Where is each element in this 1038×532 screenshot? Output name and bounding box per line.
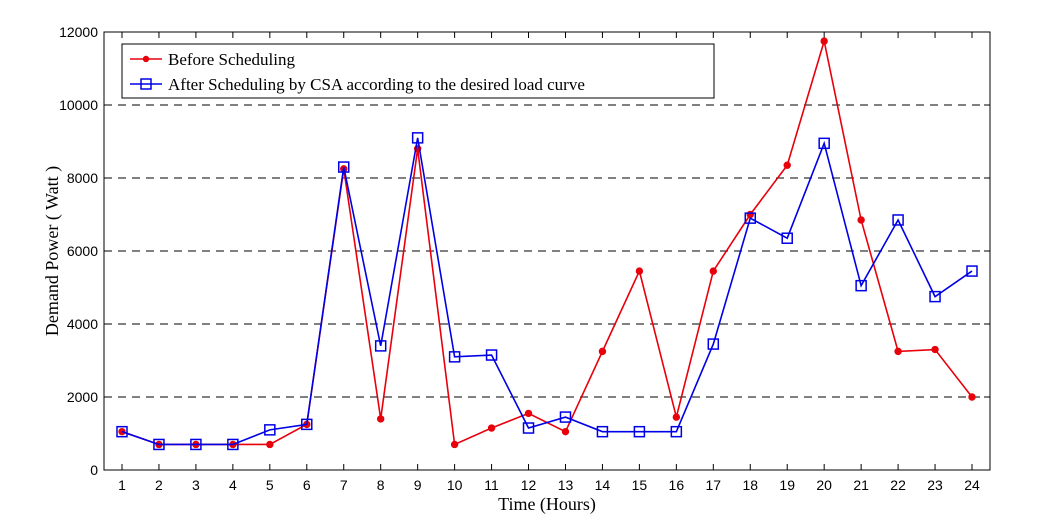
x-tick-label: 16	[669, 477, 685, 493]
data-point	[820, 37, 828, 45]
legend-marker	[142, 55, 150, 63]
data-point	[598, 347, 607, 356]
data-point	[524, 409, 533, 418]
series-lines	[116, 37, 978, 451]
y-tick-label: 8000	[67, 170, 98, 186]
x-tick-label: 4	[229, 477, 237, 493]
data-point	[337, 161, 350, 173]
data-point	[227, 438, 239, 451]
series-1	[118, 37, 976, 449]
data-point	[522, 422, 535, 434]
legend-items: Before Scheduling After Scheduling by CSA…	[130, 50, 585, 94]
data-point	[818, 137, 830, 150]
x-axis-title: Time (Hours)	[498, 494, 596, 515]
data-point	[966, 265, 978, 277]
x-tick-label: 7	[340, 477, 348, 493]
x-tick-label: 15	[632, 477, 648, 493]
x-tick-label: 10	[447, 477, 463, 493]
x-tick-label: 20	[816, 477, 832, 493]
x-tick-label: 18	[742, 477, 758, 493]
data-point	[561, 427, 570, 436]
series-line	[121, 137, 973, 446]
x-tick-label: 6	[303, 477, 311, 493]
data-point	[672, 413, 681, 421]
data-point	[411, 132, 424, 144]
data-point	[448, 351, 461, 363]
data-point	[301, 418, 313, 431]
data-point	[633, 425, 646, 438]
x-tick-label: 3	[192, 477, 200, 493]
x-tick-label: 9	[414, 477, 422, 493]
data-point	[116, 425, 128, 438]
data-point	[596, 425, 609, 438]
x-tick-label: 14	[595, 477, 611, 493]
x-tick-label: 2	[155, 477, 163, 493]
data-point	[783, 161, 791, 169]
data-point	[744, 212, 757, 224]
y-tick-label: 4000	[67, 316, 98, 332]
data-point	[153, 438, 165, 451]
x-tick-label: 13	[558, 477, 574, 493]
data-point	[374, 340, 387, 352]
y-axis-title: Demand Power ( Watt )	[42, 166, 63, 336]
data-point	[709, 267, 718, 275]
series-line	[121, 40, 973, 446]
data-point	[894, 347, 902, 356]
legend-marker	[140, 78, 152, 90]
data-point	[968, 393, 976, 401]
data-point	[376, 415, 385, 423]
data-point	[929, 290, 941, 303]
data-point	[670, 425, 683, 438]
x-tick-label: 21	[853, 477, 869, 493]
data-point	[450, 440, 459, 449]
y-tick-label: 10000	[59, 97, 98, 113]
data-point	[931, 345, 939, 354]
data-point	[707, 338, 720, 350]
data-point	[266, 440, 274, 449]
data-point	[485, 349, 498, 361]
legend-box	[121, 43, 715, 99]
legend-item: Before Scheduling	[130, 50, 295, 69]
legend-label: Before Scheduling	[168, 50, 295, 69]
x-tick-label: 23	[927, 477, 943, 493]
x-tick-label: 12	[521, 477, 537, 493]
x-tick-label: 22	[890, 477, 906, 493]
series-2	[116, 132, 978, 451]
x-tick-label: 1	[118, 477, 126, 493]
x-tick-label: 11	[484, 477, 499, 493]
x-tick-label: 8	[377, 477, 385, 493]
data-point	[559, 411, 572, 423]
y-tick-label: 6000	[67, 243, 98, 259]
data-point	[892, 214, 904, 226]
data-point	[635, 267, 644, 275]
legend: Before Scheduling After Scheduling by CSA…	[121, 43, 715, 99]
data-point	[264, 424, 276, 436]
x-tick-label: 5	[266, 477, 274, 493]
data-point	[857, 216, 865, 224]
legend-item: After Scheduling by CSA according to the…	[130, 75, 585, 94]
y-tick-label: 2000	[67, 389, 98, 405]
x-tick-label: 24	[964, 477, 980, 493]
data-point	[781, 232, 793, 244]
data-point	[746, 210, 754, 219]
y-tick-label: 0	[90, 462, 98, 478]
y-tick-label: 12000	[59, 24, 98, 40]
data-point	[190, 438, 202, 451]
x-tick-label: 19	[779, 477, 795, 493]
data-point	[487, 424, 496, 432]
data-point	[855, 279, 867, 292]
legend-label: After Scheduling by CSA according to the…	[168, 75, 585, 94]
x-tick-label: 17	[706, 477, 722, 493]
grid-lines	[104, 104, 990, 398]
